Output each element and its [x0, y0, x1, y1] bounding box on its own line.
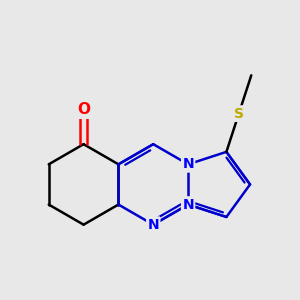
Text: N: N — [182, 197, 194, 212]
Text: N: N — [148, 218, 159, 232]
Text: O: O — [77, 103, 90, 118]
Text: S: S — [234, 106, 244, 121]
Text: N: N — [182, 157, 194, 171]
